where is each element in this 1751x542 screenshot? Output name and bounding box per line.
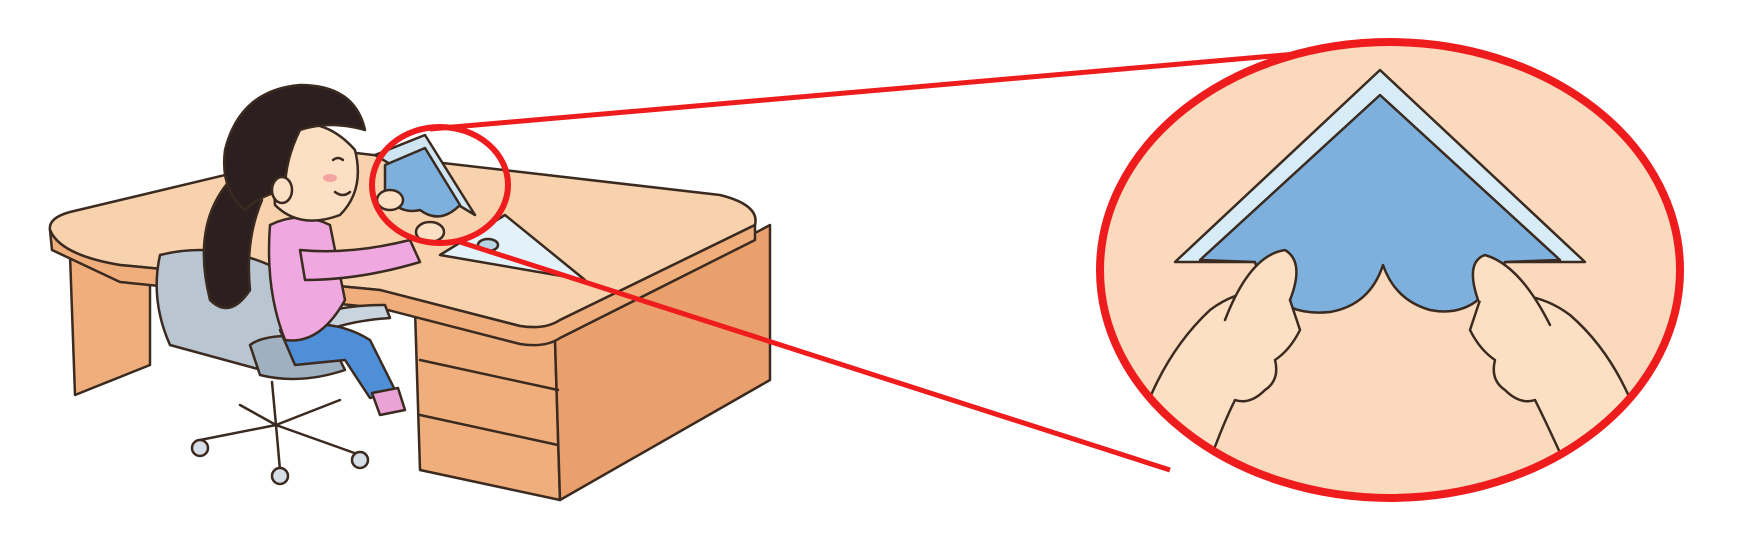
drawer-line-2 — [418, 413, 560, 447]
desk-front-edge — [48, 223, 757, 347]
zoomed-right-thumb — [1471, 253, 1552, 327]
girl-ear — [270, 175, 294, 205]
chair-wheel-1 — [190, 438, 210, 458]
girl-smile — [333, 190, 352, 197]
zoom-line-bottom — [459, 239, 1171, 473]
chair-base — [198, 398, 362, 472]
zoom-line-top — [429, 42, 1401, 132]
girl — [202, 83, 477, 417]
girl-blush — [323, 174, 337, 182]
girl-eye — [331, 156, 345, 162]
callout-border — [1096, 38, 1684, 502]
chair-wheel-3 — [270, 466, 290, 486]
girl-sock — [370, 386, 407, 417]
chair-pole — [270, 380, 278, 427]
drawer-line-1 — [418, 358, 560, 392]
girl-hand-left — [375, 188, 405, 212]
girl-arm — [298, 238, 422, 282]
girl-hair — [223, 83, 367, 212]
zoom-callout — [1096, 38, 1684, 502]
zoomed-left-thumb — [1223, 248, 1298, 322]
chair-wheel-2 — [350, 450, 370, 470]
